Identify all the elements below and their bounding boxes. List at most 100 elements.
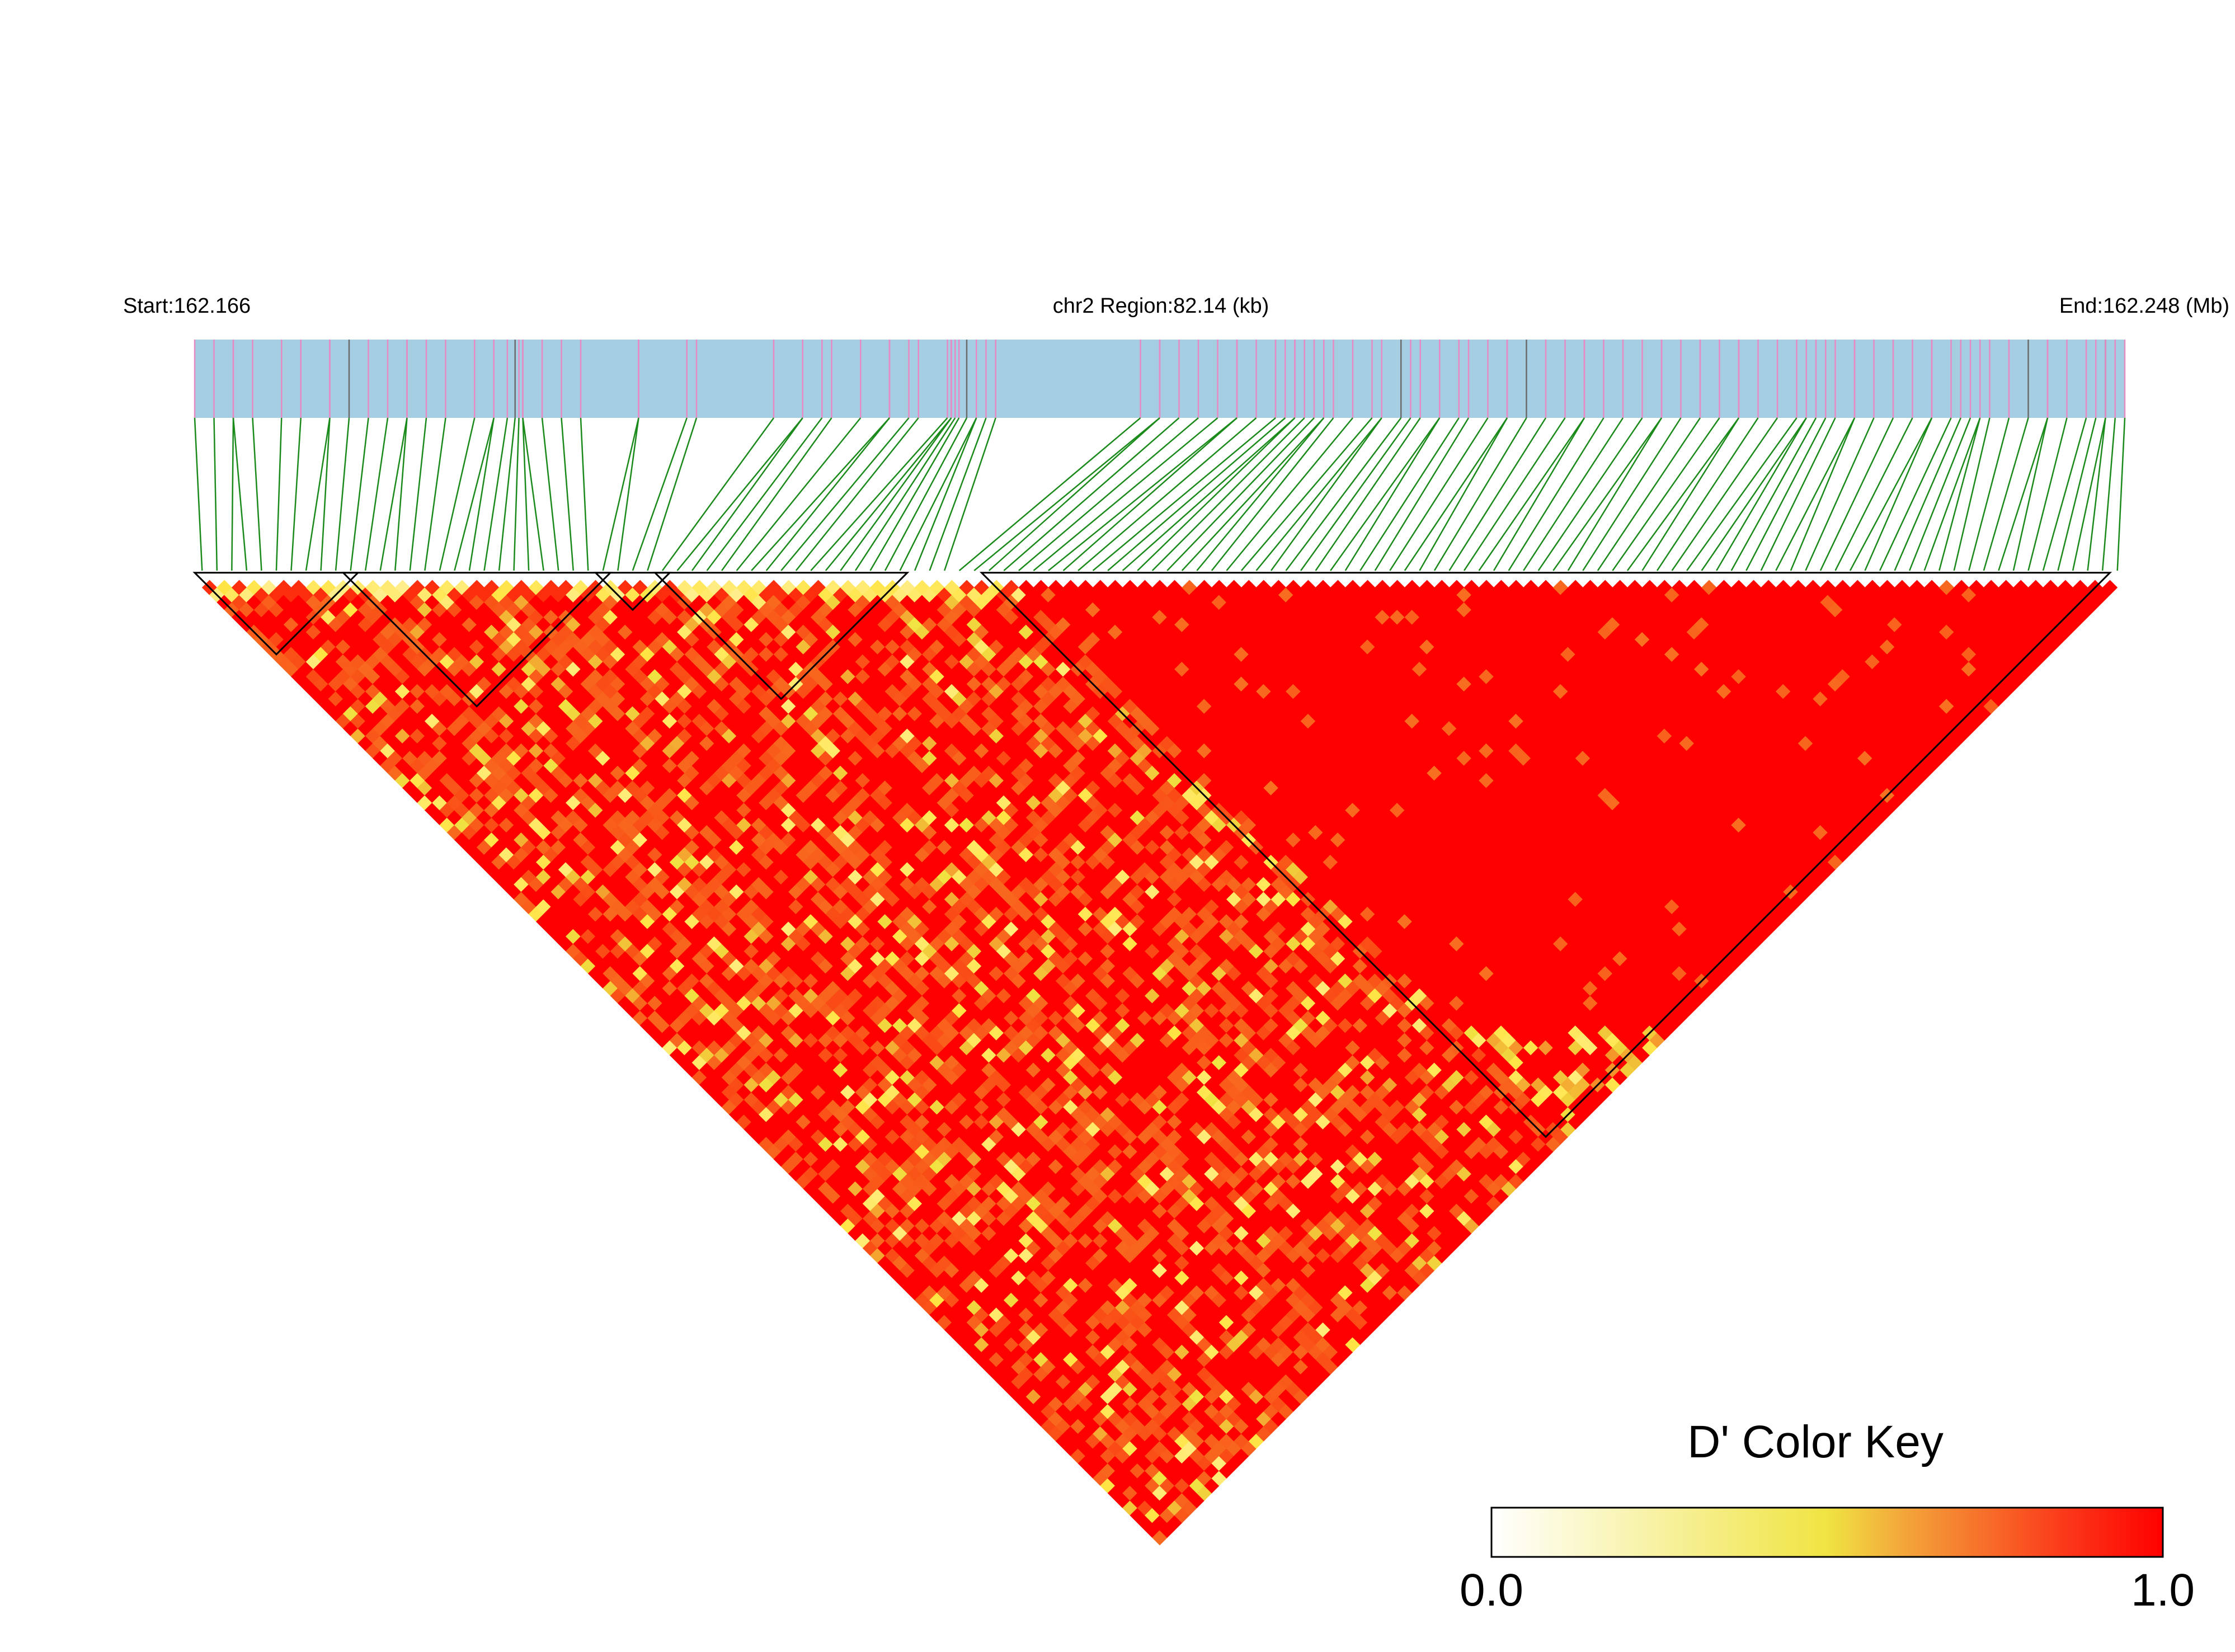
- snp-connector: [498, 417, 516, 571]
- snp-connector: [2057, 417, 2097, 571]
- snp-connector: [1077, 417, 1257, 571]
- snp-connector: [1819, 417, 1894, 571]
- snp-connector: [1166, 417, 1315, 571]
- snp-connector: [751, 417, 890, 571]
- snp-connector: [1760, 417, 1836, 571]
- snp-connector: [483, 417, 509, 571]
- snp-connector: [1998, 417, 2049, 571]
- snp-connector: [522, 417, 544, 571]
- snp-connector: [580, 417, 589, 571]
- snp-connector: [1419, 417, 1508, 571]
- snp-connector: [1597, 417, 1701, 571]
- snp-connector: [1374, 417, 1470, 571]
- snp-connector: [958, 417, 1141, 571]
- snp-connector: [1018, 417, 1199, 571]
- snp-connector: [231, 417, 234, 571]
- snp-connector: [1686, 417, 1798, 571]
- snp-connector: [1656, 417, 1759, 571]
- snp-connector: [1211, 417, 1334, 571]
- snp-connector: [1671, 417, 1778, 571]
- snp-connector: [1923, 417, 1981, 571]
- snp-connector: [1048, 417, 1238, 571]
- snp-connector: [1849, 417, 1933, 571]
- snp-connector: [647, 417, 698, 571]
- snp-connector: [320, 417, 331, 571]
- snp-connector: [617, 417, 639, 571]
- snp-connector: [973, 417, 1160, 571]
- snp-connector: [1151, 417, 1305, 571]
- snp-connector: [736, 417, 862, 571]
- snp-connector: [1493, 417, 1585, 571]
- snp-connector: [1092, 417, 1276, 571]
- snp-connector: [1953, 417, 1991, 571]
- snp-connector: [275, 417, 283, 571]
- snp-connector: [1241, 417, 1373, 571]
- snp-connector: [721, 417, 832, 571]
- snp-connector: [1033, 417, 1218, 571]
- snp-connector: [810, 417, 948, 571]
- snp-connector: [541, 417, 559, 571]
- snp-connector: [1137, 417, 1296, 571]
- snp-connector: [602, 417, 639, 571]
- snp-connector: [1894, 417, 1961, 571]
- snp-connector: [1701, 417, 1807, 571]
- snp-connector: [840, 417, 952, 571]
- snp-connector: [1508, 417, 1605, 571]
- snp-connector: [914, 417, 977, 571]
- region-start-label: Start:162.166: [123, 294, 251, 318]
- snp-connector: [1938, 417, 1981, 571]
- snp-connector: [1448, 417, 1547, 571]
- snp-connector: [1315, 417, 1421, 571]
- snp-connector: [1730, 417, 1817, 571]
- snp-connector: [1003, 417, 1180, 571]
- snp-connector: [2072, 417, 2106, 571]
- snp-connector: [825, 417, 952, 571]
- snp-connector: [232, 417, 248, 571]
- snp-connector: [350, 417, 369, 571]
- snp-connector: [1359, 417, 1460, 571]
- snp-connector: [1909, 417, 1971, 571]
- snp-connector: [706, 417, 823, 571]
- region-title-label: chr2 Region:82.14 (kb): [1053, 294, 1269, 318]
- snp-connector: [780, 417, 910, 571]
- snp-connector: [1745, 417, 1827, 571]
- snp-connector: [513, 417, 520, 571]
- snp-connector: [2087, 417, 2106, 571]
- ld-heatmap-cells: [201, 580, 2118, 1546]
- snp-connector: [632, 417, 688, 571]
- snp-connector: [944, 417, 996, 571]
- snp-connector: [1226, 417, 1353, 571]
- snp-connector: [394, 417, 408, 571]
- snp-connector: [1626, 417, 1740, 571]
- snp-connector: [1523, 417, 1624, 571]
- snp-connector: [1404, 417, 1508, 571]
- snp-tick-marks: [194, 340, 2126, 418]
- snp-connector: [2101, 417, 2116, 571]
- snp-connector: [379, 417, 408, 571]
- snp-connector: [691, 417, 803, 571]
- snp-connector: [1344, 417, 1441, 571]
- snp-connector: [1567, 417, 1663, 571]
- snp-connector: [1968, 417, 2010, 571]
- snp-connector: [1612, 417, 1720, 571]
- snp-connector: [1285, 417, 1402, 571]
- snp-connector: [1389, 417, 1489, 571]
- snp-connector: [335, 417, 350, 571]
- snp-connector: [2012, 417, 2049, 571]
- snp-connector: [1537, 417, 1643, 571]
- snp-connector: [1879, 417, 1952, 571]
- snp-connector: [1062, 417, 1238, 571]
- snp-connector: [1790, 417, 1856, 571]
- snp-connector: [439, 417, 476, 571]
- snp-connector: [661, 417, 775, 571]
- snp-connector: [2116, 417, 2126, 571]
- region-end-label: End:162.248 (Mb): [2059, 294, 2229, 318]
- snp-connector: [424, 417, 446, 571]
- snp-connector: [522, 417, 530, 571]
- snp-connector: [1478, 417, 1585, 571]
- snp-connector: [765, 417, 890, 571]
- snp-connector: [1107, 417, 1286, 571]
- snp-connector: [194, 417, 203, 571]
- snp-connector: [1463, 417, 1566, 571]
